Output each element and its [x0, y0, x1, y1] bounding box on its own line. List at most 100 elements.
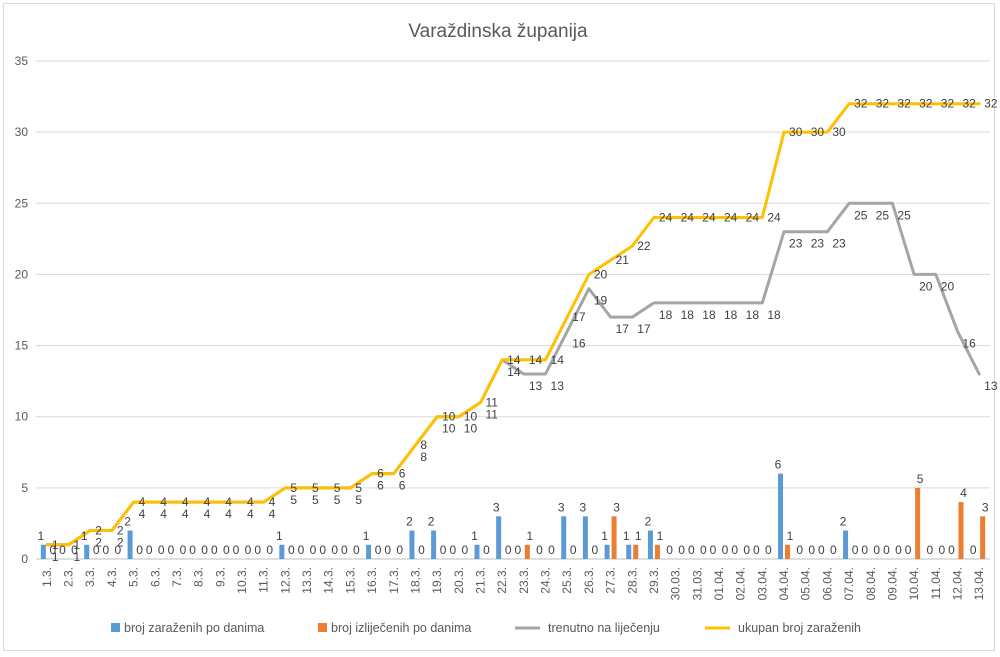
y-tick-label: 0 [21, 552, 28, 566]
legend-swatch [318, 623, 327, 632]
line-total-label: 5 [355, 481, 362, 495]
bar-data-label: 0 [201, 543, 208, 557]
line-active-label: 10 [464, 422, 478, 436]
bar-data-label: 0 [700, 543, 707, 557]
x-tick-label: 4.3. [105, 567, 119, 587]
line-total-label: 21 [616, 253, 630, 267]
line-total-label: 24 [767, 211, 781, 225]
line-active-label: 4 [247, 507, 254, 521]
x-tick-label: 13.3. [300, 567, 314, 594]
legend-item-recovered-daily[interactable]: broj izliječenih po danima [318, 621, 471, 635]
bar-data-label: 2 [124, 515, 131, 529]
x-tick-label: 6.3. [148, 567, 162, 587]
bar-data-label: 0 [938, 543, 945, 557]
line-active-label: 13 [551, 379, 565, 393]
line-active-label: 25 [854, 208, 868, 222]
x-tick-label: 9.3. [213, 567, 227, 587]
bar-data-label: 0 [266, 543, 273, 557]
bar-data-label: 0 [189, 543, 196, 557]
bar-infected [582, 516, 588, 559]
bar-data-label: 0 [731, 543, 738, 557]
bar-data-label: 0 [211, 543, 218, 557]
line-active-label: 17 [637, 322, 651, 336]
line-total-label: 2 [117, 524, 124, 538]
line-active-label: 4 [182, 507, 189, 521]
line-active-label: 4 [204, 507, 211, 521]
line-total-label: 4 [225, 495, 232, 509]
bar-infected [409, 530, 415, 559]
bar-recovered [915, 487, 921, 559]
bar-data-label: 1 [37, 529, 44, 543]
bar-data-label: 0 [830, 543, 837, 557]
bar-data-label: 0 [461, 543, 468, 557]
y-tick-label: 10 [15, 410, 29, 424]
bar-data-label: 0 [592, 543, 599, 557]
bar-data-label: 1 [471, 529, 478, 543]
bar-data-label: 3 [613, 500, 620, 514]
bar-recovered [785, 544, 791, 559]
line-total-label: 4 [269, 495, 276, 509]
legend-item-infected-daily[interactable]: broj zaraženih po danima [111, 621, 264, 635]
x-tick-label: 09.04. [885, 567, 899, 600]
x-tick-label: 23.3. [517, 567, 531, 594]
bar-data-label: 1 [601, 529, 608, 543]
legend-item-total[interactable]: ukupan broj zaraženih [705, 621, 861, 635]
bar-data-label: 1 [276, 529, 283, 543]
legend: broj zaraženih po danima broj izliječeni… [111, 621, 861, 635]
bar-data-label: 1 [657, 529, 664, 543]
x-tick-label: 10.04. [907, 567, 921, 600]
bar-data-label: 0 [765, 543, 772, 557]
bar-data-label: 2 [645, 515, 652, 529]
bar-data-label: 0 [570, 543, 577, 557]
line-active-label: 4 [160, 507, 167, 521]
x-tick-label: 25.3. [560, 567, 574, 594]
legend-label: trenutno na liječenju [548, 621, 660, 635]
bar-infected [279, 544, 285, 559]
bar-data-label: 1 [623, 529, 630, 543]
x-tick-label: 7.3. [170, 567, 184, 587]
bar-data-label: 2 [428, 515, 435, 529]
line-active-label: 14 [507, 365, 521, 379]
bar-data-label: 0 [319, 543, 326, 557]
x-tick-label: 17.3. [387, 567, 401, 594]
x-tick-label: 24.3. [539, 567, 553, 594]
legend-label: broj izliječenih po danima [331, 621, 471, 635]
legend-item-active[interactable]: trenutno na liječenju [515, 621, 660, 635]
x-tick-label: 19.3. [430, 567, 444, 594]
line-active-label: 18 [746, 308, 760, 322]
bar-data-label: 0 [331, 543, 338, 557]
line-active-label: 20 [919, 279, 933, 293]
x-tick-label: 18.3. [408, 567, 422, 594]
line-active-label: 1 [74, 550, 81, 564]
x-tick-label: 30.03. [669, 567, 683, 600]
bar-data-label: 0 [666, 543, 673, 557]
y-tick-label: 35 [15, 54, 29, 68]
bar-series [40, 473, 986, 559]
line-total-label: 24 [724, 211, 738, 225]
bar-data-label: 0 [710, 543, 717, 557]
bar-data-label: 0 [103, 543, 110, 557]
bar-data-label: 0 [948, 543, 955, 557]
x-tick-label: 12.3. [278, 567, 292, 594]
line-active-label: 6 [377, 479, 384, 493]
line-active-label: 13 [529, 379, 543, 393]
line-active-label: 23 [832, 237, 846, 251]
bar-infected [40, 544, 46, 559]
line-total-label: 32 [897, 97, 911, 111]
line-total-label: 11 [485, 395, 498, 409]
line-active-label: 10 [442, 422, 456, 436]
bar-data-label: 0 [375, 543, 382, 557]
bar-data-label: 1 [787, 529, 794, 543]
bar-data-label: 0 [180, 543, 187, 557]
x-tick-label: 27.3. [604, 567, 618, 594]
bar-data-label: 0 [49, 543, 56, 557]
line-active-label: 6 [399, 479, 406, 493]
bar-infected [778, 473, 784, 559]
bar-data-label: 3 [493, 500, 500, 514]
line-total-label: 10 [464, 410, 478, 424]
chart-title: Varaždinska županija [408, 21, 588, 42]
x-tick-label: 8.3. [192, 567, 206, 587]
bar-infected [474, 544, 480, 559]
